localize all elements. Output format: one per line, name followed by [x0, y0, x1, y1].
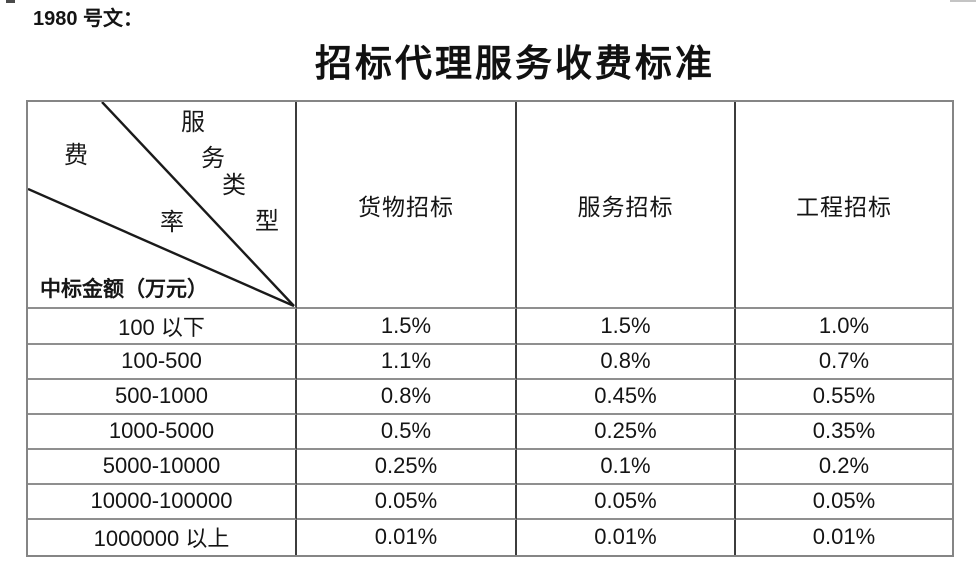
rate-cell: 0.05%	[517, 484, 736, 520]
rate-cell: 0.8%	[517, 344, 736, 380]
rate-cell: 0.8%	[297, 379, 517, 415]
amount-range-cell: 1000-5000	[28, 414, 297, 450]
top-right-edge-artifact	[950, 0, 976, 2]
rate-cell: 0.01%	[517, 519, 736, 555]
rate-cell: 1.1%	[297, 344, 517, 380]
rate-cell: 1.5%	[297, 309, 517, 345]
table-row: 500-1000 0.8% 0.45% 0.55%	[28, 379, 952, 415]
rate-cell: 0.45%	[517, 379, 736, 415]
rate-cell: 0.05%	[736, 485, 952, 520]
top-left-edge-artifact	[6, 0, 15, 3]
rate-cell: 1.0%	[736, 309, 952, 345]
rate-cell: 0.25%	[517, 414, 736, 450]
column-header-service-bidding: 服务招标	[517, 102, 736, 310]
table-row: 100-500 1.1% 0.8% 0.7%	[28, 344, 952, 380]
amount-range-cell: 5000-10000	[28, 449, 297, 485]
column-header-works-bidding: 工程招标	[736, 102, 952, 310]
amount-range-cell: 100 以下	[28, 309, 297, 345]
corner-service-type-char-4: 型	[255, 209, 279, 236]
table-header-row: 服 务 类 型 费 率 中标金额（万元） 货物招标 服务招标 工程招标	[28, 102, 952, 310]
corner-service-type-char-3: 类	[222, 173, 246, 200]
diagonal-header-cell: 服 务 类 型 费 率 中标金额（万元）	[28, 102, 297, 310]
corner-row-axis-label: 中标金额（万元）	[40, 277, 208, 302]
doc-number-label: 1980 号文：	[33, 8, 144, 30]
fee-table: 服 务 类 型 费 率 中标金额（万元） 货物招标 服务招标 工程招标 100 …	[26, 100, 954, 557]
amount-range-cell: 500-1000	[28, 379, 297, 415]
rate-cell: 0.25%	[297, 449, 517, 485]
amount-range-cell: 100-500	[28, 344, 297, 380]
rate-cell: 0.2%	[736, 450, 952, 485]
rate-cell: 0.1%	[517, 449, 736, 485]
rate-cell: 0.01%	[812, 524, 876, 550]
diagonal-split-lines	[28, 102, 295, 308]
amount-range-cell: 10000-100000	[28, 484, 297, 520]
rate-cell: 0.5%	[297, 414, 517, 450]
rate-cell: 0.7%	[736, 345, 952, 380]
corner-fee-rate-char-1: 费	[64, 143, 88, 170]
table-row: 100 以下 1.5% 1.5% 1.0%	[28, 309, 952, 345]
corner-service-type-char-1: 服	[181, 110, 205, 137]
table-row: 1000000 以上 0.01% 0.01% 0.01%	[28, 519, 952, 555]
rate-cell: 0.01%	[297, 519, 517, 555]
diagonal-header-content: 服 务 类 型 费 率 中标金额（万元）	[28, 102, 295, 308]
amount-range-cell: 1000000 以上	[28, 519, 297, 555]
page-title: 招标代理服务收费标准	[315, 44, 715, 85]
rate-cell: 0.55%	[736, 380, 952, 415]
rate-cell: 0.05%	[297, 484, 517, 520]
column-header-goods-bidding: 货物招标	[297, 102, 517, 310]
table-row: 10000-100000 0.05% 0.05% 0.05%	[28, 484, 952, 520]
corner-service-type-char-2: 务	[201, 146, 225, 173]
rate-cell: 0.35%	[736, 415, 952, 450]
rate-cell: 1.5%	[517, 309, 736, 345]
corner-fee-rate-char-2: 率	[160, 210, 184, 237]
table-row: 5000-10000 0.25% 0.1% 0.2%	[28, 449, 952, 485]
table-row: 1000-5000 0.5% 0.25% 0.35%	[28, 414, 952, 450]
